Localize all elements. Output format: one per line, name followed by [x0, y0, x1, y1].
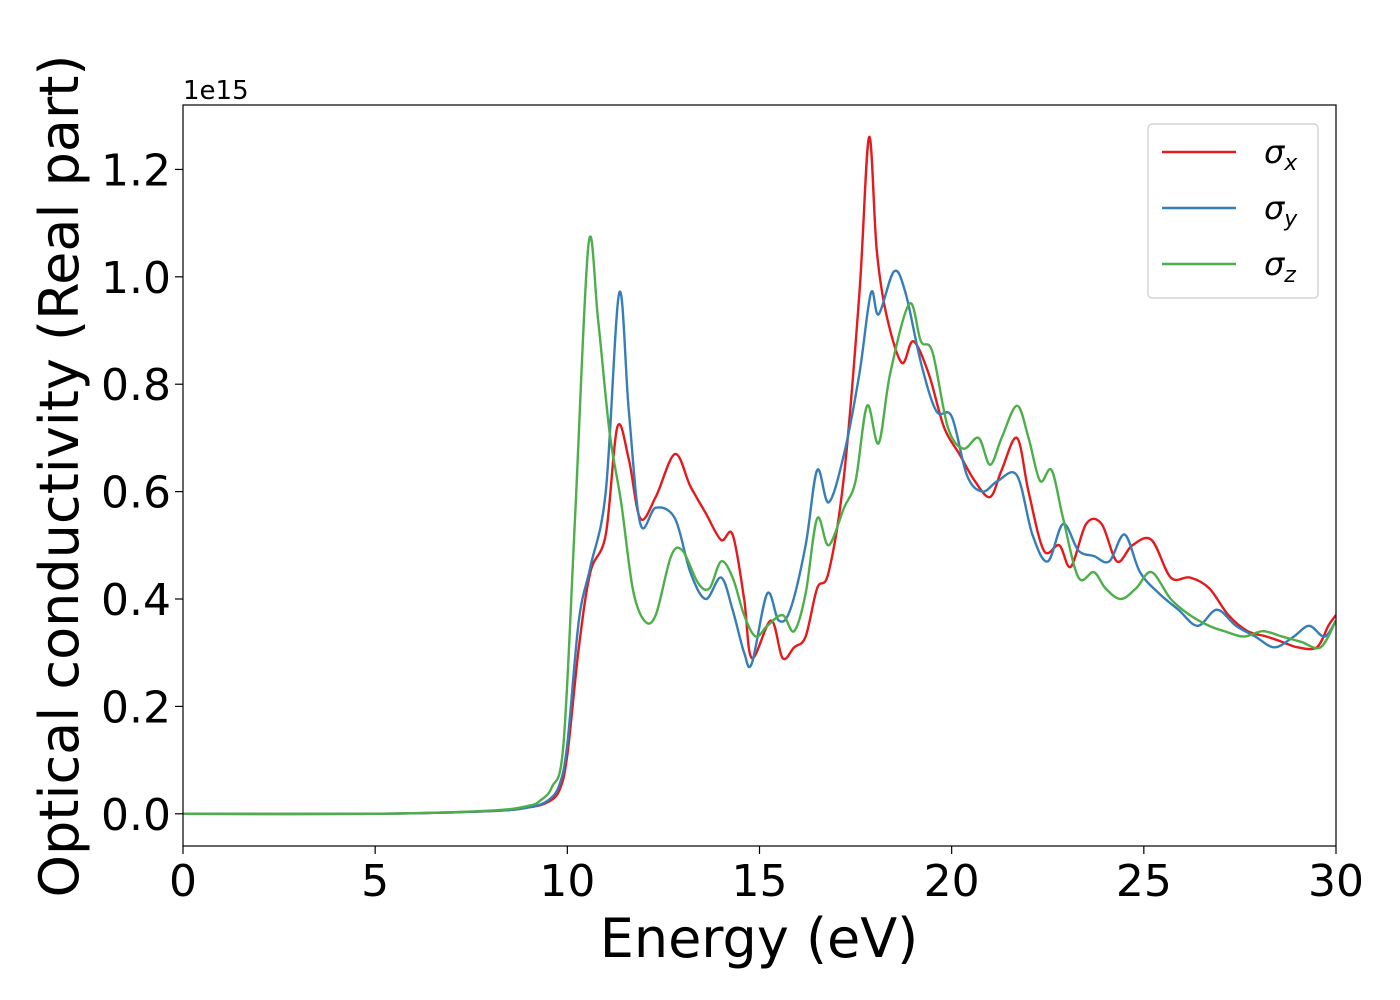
x-tick-label: 30: [1308, 856, 1364, 907]
y-ticks: 0.0 0.2 0.4 0.6 0.8 1.0 1.2: [101, 145, 183, 841]
series-line-x: [183, 135, 1336, 816]
series-layer: [183, 135, 1336, 816]
y-tick-label: 0.6: [101, 468, 171, 519]
legend-box: [1147, 123, 1319, 299]
y-tick-label: 0.4: [101, 575, 171, 626]
x-tick-label: 20: [924, 856, 980, 907]
y-tick-label: 0.8: [101, 360, 171, 411]
x-tick-label: 10: [539, 856, 595, 907]
y-tick-label: 0.0: [101, 790, 171, 841]
y-tick-label: 1.2: [101, 145, 171, 196]
x-tick-label: 0: [169, 856, 197, 907]
series-line-y: [183, 269, 1336, 816]
y-tick-label: 0.2: [101, 682, 171, 733]
x-ticks: 0 5 10 15 20 25 30: [169, 846, 1364, 907]
x-tick-label: 15: [732, 856, 788, 907]
x-axis-label: Energy (eV): [600, 907, 919, 970]
y-axis-label: Optical conductivity (Real part): [28, 55, 91, 898]
legend-label-z: σz: [1264, 245, 1296, 288]
series-line-z: [183, 235, 1336, 816]
y-offset-text: 1e15: [183, 76, 249, 106]
x-tick-label: 25: [1116, 856, 1172, 907]
y-tick-label: 1.0: [101, 253, 171, 304]
x-tick-label: 5: [361, 856, 389, 907]
